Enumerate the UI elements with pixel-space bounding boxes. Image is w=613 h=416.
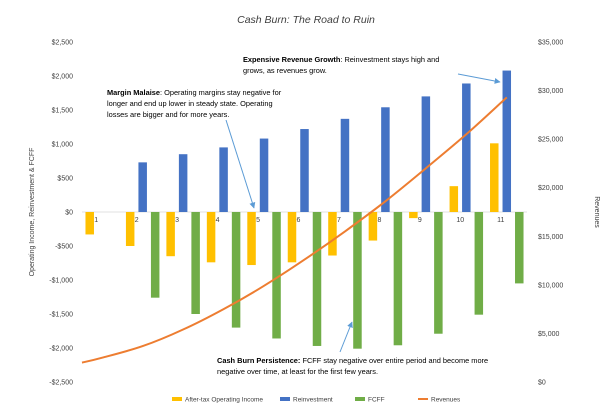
annotation-persistence-line2: negative over time, at least for the fir… [217, 367, 378, 376]
annotation-persistence-line1: FCFF stay negative over entire period an… [300, 356, 488, 365]
left-tick-label: $1,500 [52, 108, 74, 115]
category-label: 2 [135, 217, 139, 224]
category-label: 3 [175, 217, 179, 224]
annotation-malaise-bold: Margin Malaise [107, 88, 160, 97]
bar-fcff [515, 212, 524, 284]
category-label: 9 [418, 217, 422, 224]
annotation-growth-line2: grows, as revenues grow. [243, 66, 327, 75]
left-tick-label: -$2,000 [49, 346, 73, 353]
right-tick-label: $0 [538, 380, 546, 387]
left-tick-label: $0 [65, 210, 73, 217]
bar-reinvestment [259, 138, 269, 212]
left-tick-label: $2,000 [52, 74, 74, 81]
category-label: 11 [497, 217, 504, 224]
right-tick-label: $15,000 [538, 234, 563, 241]
bar-fcff [150, 212, 160, 298]
legend-swatch [172, 397, 182, 401]
revenues-line [81, 96, 508, 364]
right-axis-title: Revenues [593, 196, 600, 228]
right-tick-label: $35,000 [538, 40, 563, 47]
bar-after-tax-operating-income [287, 212, 297, 263]
svg-text:Expensive Revenue Growth: Rein: Expensive Revenue Growth: Reinvestment s… [243, 55, 439, 64]
chart-title: Cash Burn: The Road to Ruin [237, 14, 375, 26]
bar-marks [85, 70, 524, 349]
arrow-growth [457, 73, 501, 84]
right-tick-label: $30,000 [538, 88, 563, 95]
annotation-growth-bold: Expensive Revenue Growth [243, 55, 341, 64]
arrow-malaise [225, 119, 256, 209]
left-tick-label: $500 [57, 176, 73, 183]
legend-label: After-tax Operating Income [185, 397, 263, 404]
category-label: 10 [456, 217, 464, 224]
left-tick-label: -$1,500 [49, 312, 73, 319]
legend-label: Revenues [431, 397, 461, 404]
annotation-persistence: Cash Burn Persistence: FCFF stay negativ… [217, 356, 488, 376]
legend-label: Reinvestment [293, 397, 333, 404]
left-tick-label: $1,000 [52, 142, 74, 149]
left-tick-label: -$2,500 [49, 380, 73, 387]
bar-reinvestment [138, 162, 147, 212]
annotation-growth: Expensive Revenue Growth: Reinvestment s… [243, 55, 439, 75]
annotation-malaise-line2: longer and end up lower in steady state.… [107, 99, 273, 108]
legend-label: FCFF [368, 397, 385, 404]
right-axis-ticks: $35,000 $30,000 $25,000 $20,000 $15,000 $10,0… [538, 40, 563, 387]
right-tick-label: $5,000 [538, 331, 560, 338]
legend-swatch [280, 397, 290, 401]
bar-reinvestment [462, 83, 471, 212]
category-label: 6 [297, 217, 301, 224]
bar-reinvestment [178, 154, 188, 212]
bar-reinvestment [421, 96, 431, 212]
annotation-malaise-line3: losses are bigger and for more years. [107, 110, 229, 119]
svg-text:Margin Malaise: Operating marg: Margin Malaise: Operating margins stay n… [107, 88, 282, 97]
bar-fcff [434, 212, 443, 334]
category-label: 7 [337, 217, 341, 224]
svg-text:Cash Burn Persistence: FCFF st: Cash Burn Persistence: FCFF stay negativ… [217, 356, 488, 365]
legend: After-tax Operating Income Reinvestment FC… [172, 397, 461, 404]
bar-reinvestment [381, 107, 390, 212]
bar-after-tax-operating-income [449, 186, 459, 212]
bar-fcff [353, 212, 362, 349]
left-tick-label: $2,500 [52, 40, 74, 47]
category-label: 5 [256, 217, 260, 224]
bar-after-tax-operating-income [328, 212, 337, 256]
left-tick-label: -$500 [55, 244, 73, 251]
annotation-growth-line1: : Reinvestment stays high and [340, 55, 439, 64]
bar-fcff [393, 212, 403, 346]
bar-reinvestment [502, 70, 512, 212]
left-tick-label: -$1,000 [49, 278, 73, 285]
category-label: 4 [216, 217, 220, 224]
annotation-malaise-line1: : Operating margins stay negative for [160, 88, 282, 97]
bar-fcff [272, 212, 281, 339]
left-axis-ticks: $2,500 $2,000 $1,500 $1,000 $500 $0 -$500 -$1,0… [49, 40, 73, 387]
bar-reinvestment [300, 129, 309, 212]
category-label: 8 [377, 217, 381, 224]
bar-after-tax-operating-income [490, 143, 499, 212]
bar-fcff [312, 212, 322, 346]
bar-fcff [231, 212, 241, 328]
bar-after-tax-operating-income [166, 212, 175, 257]
bar-after-tax-operating-income [85, 212, 94, 235]
annotation-malaise: Margin Malaise: Operating margins stay n… [107, 88, 282, 119]
left-axis-title: Operating Income, Reinvestment & FCFF [29, 148, 36, 277]
bar-after-tax-operating-income [125, 212, 135, 246]
right-tick-label: $25,000 [538, 137, 563, 144]
bar-fcff [474, 212, 484, 315]
bar-fcff [191, 212, 200, 314]
legend-swatch [355, 397, 365, 401]
bar-reinvestment [340, 118, 350, 212]
bar-after-tax-operating-income [247, 212, 256, 266]
bar-after-tax-operating-income [409, 212, 418, 219]
right-tick-label: $20,000 [538, 185, 563, 192]
category-label: 1 [94, 217, 98, 224]
annotation-persistence-bold: Cash Burn Persistence: [217, 356, 300, 365]
bar-after-tax-operating-income [368, 212, 378, 241]
category-labels: 1 2 3 4 5 6 7 8 9 10 11 [94, 217, 504, 224]
bar-reinvestment [219, 147, 228, 212]
right-tick-label: $10,000 [538, 282, 563, 289]
arrow-persistence [339, 321, 353, 353]
bar-after-tax-operating-income [206, 212, 216, 263]
